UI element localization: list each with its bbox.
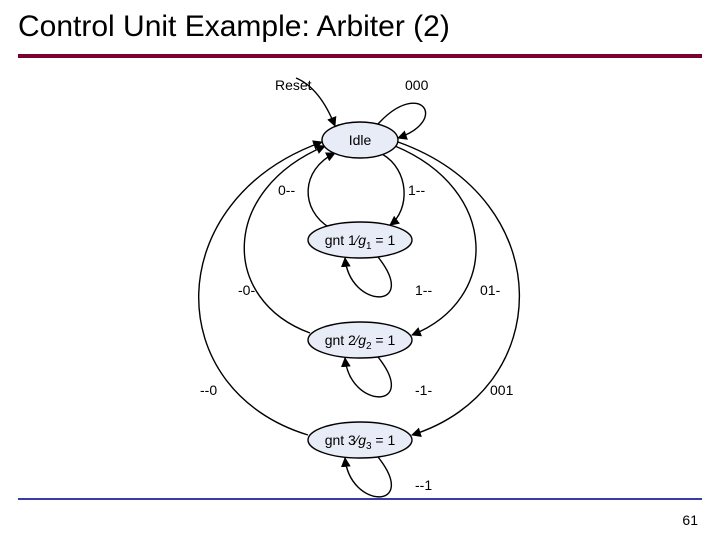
edge-gnt1-idle xyxy=(308,153,335,228)
label-reset: Reset xyxy=(275,77,312,93)
label---0: --0 xyxy=(200,382,217,398)
edge-idle-gnt1 xyxy=(382,154,404,225)
title-underline xyxy=(18,54,702,58)
slide-title: Control Unit Example: Arbiter (2) xyxy=(18,10,450,44)
edge-gnt1-self xyxy=(345,257,391,297)
label--1-: -1- xyxy=(415,382,432,398)
edge-gnt3-idle xyxy=(199,142,322,435)
edge-gnt3-self xyxy=(345,457,391,497)
label-1--b: 1-- xyxy=(415,282,432,298)
page-number: 61 xyxy=(682,512,698,528)
label-001: 001 xyxy=(490,382,514,398)
footer-underline xyxy=(18,498,702,500)
label-idle-000: 000 xyxy=(405,77,429,93)
state-diagram: Idle gnt 1∕g1 = 1 gnt 2∕g2 = 1 gnt 3∕g3 … xyxy=(0,60,720,498)
label-idle: Idle xyxy=(349,132,372,148)
label---1: --1 xyxy=(415,477,432,493)
edge-gnt2-self xyxy=(345,357,391,397)
label-01-: 01- xyxy=(480,282,501,298)
label-1--a: 1-- xyxy=(408,182,425,198)
label-0--: 0-- xyxy=(278,182,295,198)
label--0-: -0- xyxy=(238,282,255,298)
